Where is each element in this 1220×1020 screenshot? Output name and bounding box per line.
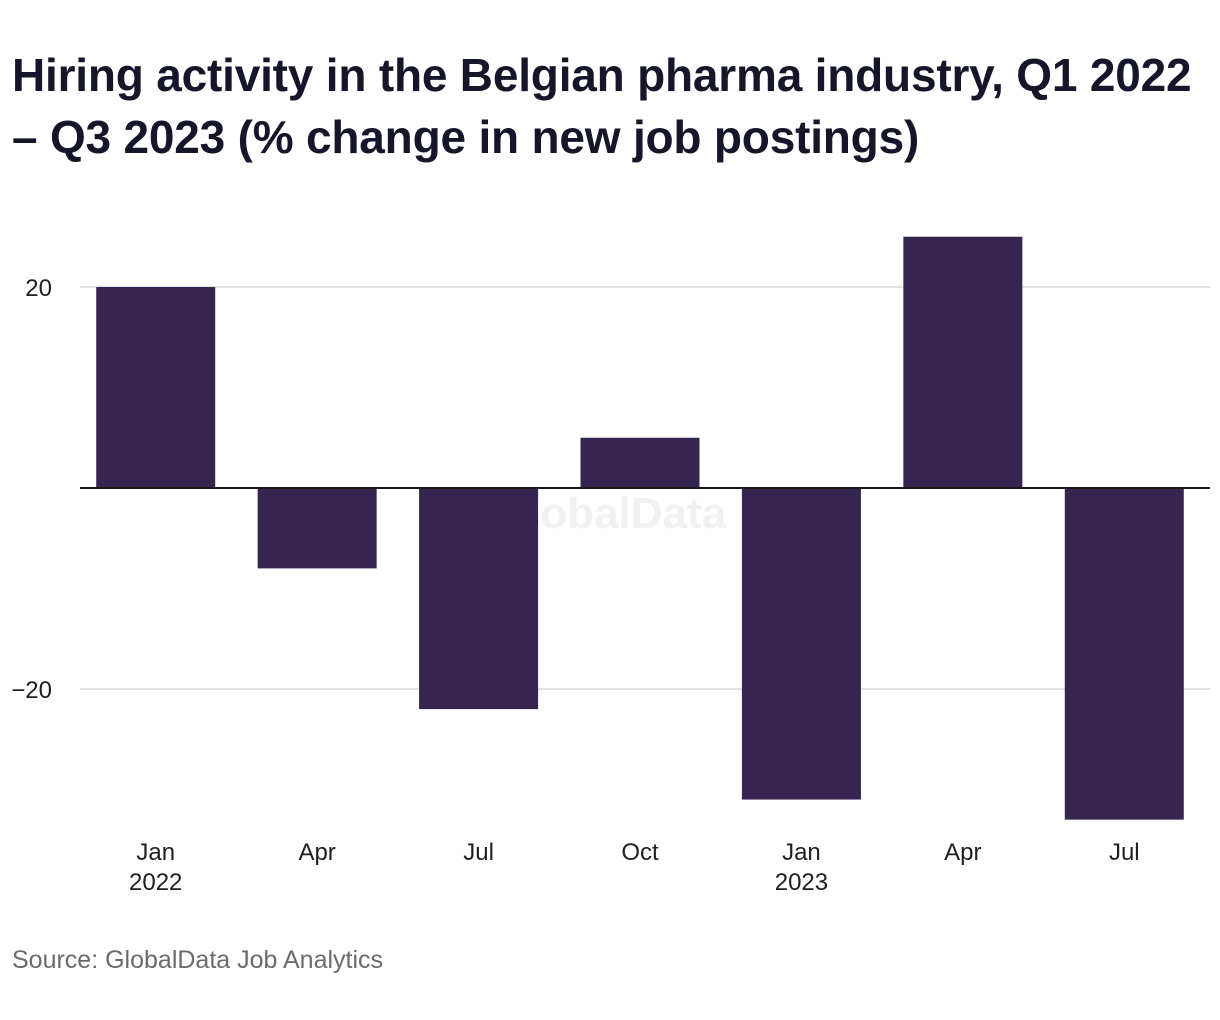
bars: [96, 236, 1184, 820]
x-tick-label: Apr: [298, 839, 335, 866]
chart-title: Hiring activity in the Belgian pharma in…: [12, 49, 1192, 163]
x-tick-year-label: 2022: [129, 869, 182, 896]
bar: [1064, 488, 1184, 820]
bar: [419, 488, 539, 710]
x-tick-year-label: 2023: [775, 869, 828, 896]
x-tick-label: Apr: [944, 839, 981, 866]
x-tick-label: Jan: [136, 839, 175, 866]
x-axis-ticks: Jan 2022 Apr Jul Oct Jan 2023 Apr Jul: [129, 839, 1140, 896]
y-tick-label: −20: [11, 677, 52, 704]
x-tick-label: Jul: [1109, 839, 1140, 866]
bar: [96, 287, 216, 488]
x-tick-label: Jan: [782, 839, 821, 866]
source-note: Source: GlobalData Job Analytics: [12, 946, 384, 974]
bar: [257, 488, 377, 569]
bar: [903, 236, 1023, 488]
x-tick-label: Oct: [621, 839, 659, 866]
y-axis-ticks: 20 −20: [11, 275, 52, 704]
bar: [741, 488, 861, 800]
y-tick-label: 20: [25, 275, 52, 302]
bar: [580, 437, 700, 488]
x-tick-label: Jul: [463, 839, 494, 866]
